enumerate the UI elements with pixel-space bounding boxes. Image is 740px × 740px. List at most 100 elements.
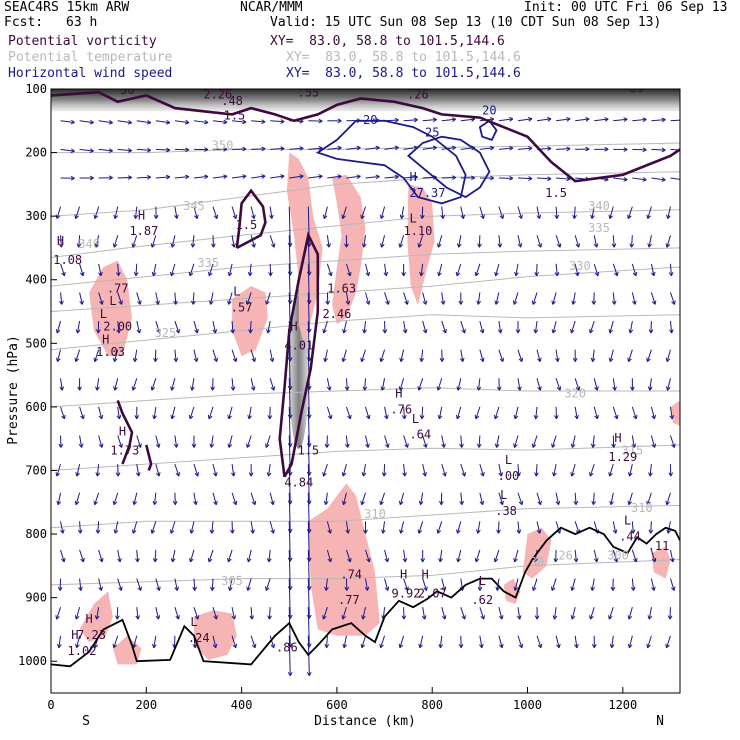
wind-vector-head (498, 472, 504, 477)
model-title: SEAC4RS 15km ARW (4, 0, 130, 15)
wind-vector-head (251, 357, 257, 363)
wind-vector-head (585, 146, 590, 152)
wind-vector (517, 635, 523, 648)
wind-vector-head (213, 357, 219, 363)
wind-vector (249, 263, 252, 276)
wind-vector (362, 607, 366, 620)
wind-vector (609, 320, 614, 334)
wind-vector-head (528, 116, 533, 122)
wind-vector-head (493, 414, 499, 420)
wind-vector-head (93, 214, 99, 219)
wind-vector-head (441, 586, 447, 591)
wind-vector-head (80, 557, 85, 563)
wind-vector (420, 349, 424, 362)
wind-vector (270, 175, 285, 179)
wind-vector-head (651, 586, 656, 591)
wind-vector (612, 235, 615, 248)
field-xy-wind: XY= 83.0, 58.8 to 101.5,144.6 (286, 66, 521, 81)
contour-marker: 25 (425, 126, 439, 140)
wind-vector (441, 292, 444, 305)
wind-vector (268, 607, 271, 620)
wind-vector (669, 406, 673, 419)
wind-vector-head (78, 586, 83, 591)
wind-vector-head (175, 472, 181, 477)
wind-vector-head (460, 214, 466, 219)
wind-vector-head (669, 414, 675, 420)
wind-vector-head (437, 243, 442, 248)
wind-vector-head (194, 214, 199, 219)
wind-vector (307, 578, 310, 619)
wind-vector (96, 378, 100, 391)
wind-vector (400, 521, 405, 534)
wind-vector-head (404, 586, 409, 591)
wind-vector-head (613, 414, 619, 420)
wind-vector (251, 175, 266, 179)
wind-vector-head (533, 415, 539, 420)
wind-vector-head (572, 357, 578, 362)
wind-vector (346, 175, 361, 179)
wind-vector-head (516, 615, 522, 620)
wind-vector-head (185, 147, 190, 153)
wind-vector (79, 263, 84, 276)
wind-vector (342, 206, 347, 219)
wind-vector-head (189, 557, 194, 563)
wind-vector-head (170, 557, 176, 563)
y-tick-label: 700 (25, 463, 47, 477)
wind-vector-head (95, 386, 100, 391)
wind-vector (495, 292, 500, 305)
wind-vector-head (419, 214, 425, 219)
wind-vector-head (155, 615, 161, 620)
wind-vector-head (192, 586, 197, 591)
wind-vector (441, 146, 456, 150)
wind-vector-head (99, 300, 104, 305)
wind-vector-head (270, 643, 276, 649)
wind-vector-head (347, 557, 352, 563)
wind-vector-head (437, 414, 443, 420)
wind-vector-head (476, 529, 481, 534)
y-tick-label: 100 (25, 82, 47, 96)
wind-vector (631, 235, 633, 248)
y-tick-label: 900 (25, 591, 47, 605)
wind-vector (517, 147, 533, 150)
north-label: N (656, 714, 664, 729)
wind-vector-head (210, 586, 215, 591)
wind-vector (650, 406, 655, 420)
wind-vector-head (633, 557, 638, 563)
wind-vector-head (646, 643, 651, 649)
wind-vector-head (513, 414, 519, 420)
wind-vector-head (593, 557, 599, 563)
wind-vector-head (646, 500, 651, 506)
wind-vector (132, 235, 138, 248)
wind-vector-head (156, 586, 161, 591)
wind-vector (114, 206, 119, 219)
wind-vector (56, 607, 62, 620)
wind-vector-head (360, 643, 366, 649)
contour-marker: 4.01 (284, 339, 313, 353)
wind-vector-head (573, 558, 579, 563)
wind-vector (58, 635, 62, 648)
wind-vector-head (59, 386, 65, 391)
wind-vector-head (534, 472, 539, 477)
wind-vector (289, 147, 304, 150)
wind-vector (212, 206, 218, 219)
wind-vector-head (246, 557, 252, 563)
shaded-region (232, 286, 268, 356)
wind-vector (60, 148, 75, 152)
wind-vector-head (571, 300, 576, 305)
wind-vector-head (570, 329, 575, 334)
wind-vector (556, 177, 571, 180)
contour-marker: H (71, 628, 78, 642)
x-axis-label: Distance (km) (314, 714, 416, 729)
wind-vector-head (591, 644, 597, 649)
wind-vector-head (556, 643, 561, 649)
wind-vector (288, 378, 291, 419)
wind-vector (460, 463, 466, 477)
wind-vector (132, 635, 138, 648)
wind-vector (627, 206, 633, 219)
wind-vector (342, 349, 347, 362)
wind-vector-head (442, 472, 447, 477)
wind-vector-head (193, 357, 199, 363)
axes: 0 200 400 600 800 1000 1200 100 200 300 400 500 600 7… (18, 82, 637, 712)
wind-vector-head (212, 643, 218, 649)
wind-vector (384, 578, 389, 591)
